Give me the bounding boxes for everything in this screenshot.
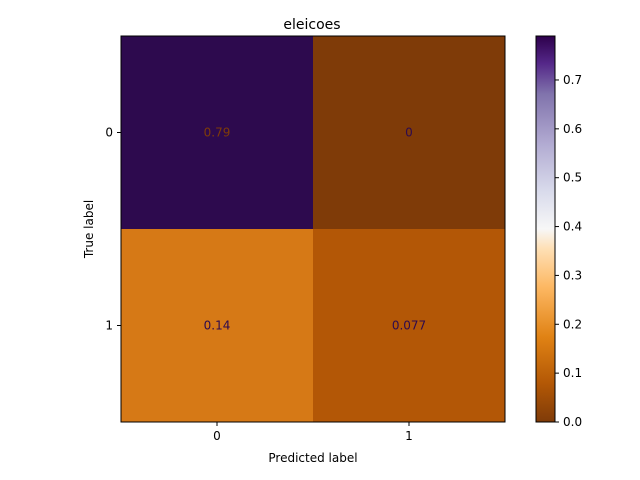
cell-value-0-0: 0.79 — [204, 126, 231, 140]
x-axis-label: Predicted label — [268, 451, 357, 465]
plot-frame — [120, 35, 506, 423]
y-axis-ticks: 01 — [105, 126, 121, 333]
colorbar-tick-label: 0.6 — [563, 122, 582, 136]
colorbar-tick-label: 0.2 — [563, 317, 582, 331]
y-tick-label: 1 — [105, 319, 113, 333]
colorbar-tick-label: 0.3 — [563, 268, 582, 282]
colorbar-tick-label: 0.4 — [563, 220, 582, 234]
colorbar-tick-label: 0.0 — [563, 415, 582, 429]
cell-value-1-0: 0.14 — [204, 319, 231, 333]
colorbar-tick-label: 0.7 — [563, 73, 582, 87]
matrix-cell-labels: 0.79 0 0.14 0.077 — [204, 126, 427, 333]
matrix-cell-0-0 — [121, 36, 313, 229]
matrix-cell-0-1 — [313, 36, 505, 229]
cell-value-1-1: 0.077 — [392, 319, 426, 333]
matrix-cell-1-0 — [121, 229, 313, 422]
x-tick-label: 1 — [405, 429, 413, 443]
colorbar — [535, 35, 556, 423]
colorbar-tick-label: 0.5 — [563, 171, 582, 185]
y-tick-label: 0 — [105, 126, 113, 140]
matrix-cell-1-1 — [313, 229, 505, 422]
matrix-cells — [121, 36, 505, 422]
chart-title: eleicoes — [283, 17, 340, 33]
cell-value-0-1: 0 — [405, 126, 413, 140]
colorbar-ticks: 0.0 0.1 0.2 0.3 0.4 0.5 0.6 0.7 — [555, 73, 582, 429]
x-tick-label: 0 — [213, 429, 221, 443]
y-axis-label: True label — [82, 200, 96, 259]
colorbar-tick-label: 0.1 — [563, 366, 582, 380]
